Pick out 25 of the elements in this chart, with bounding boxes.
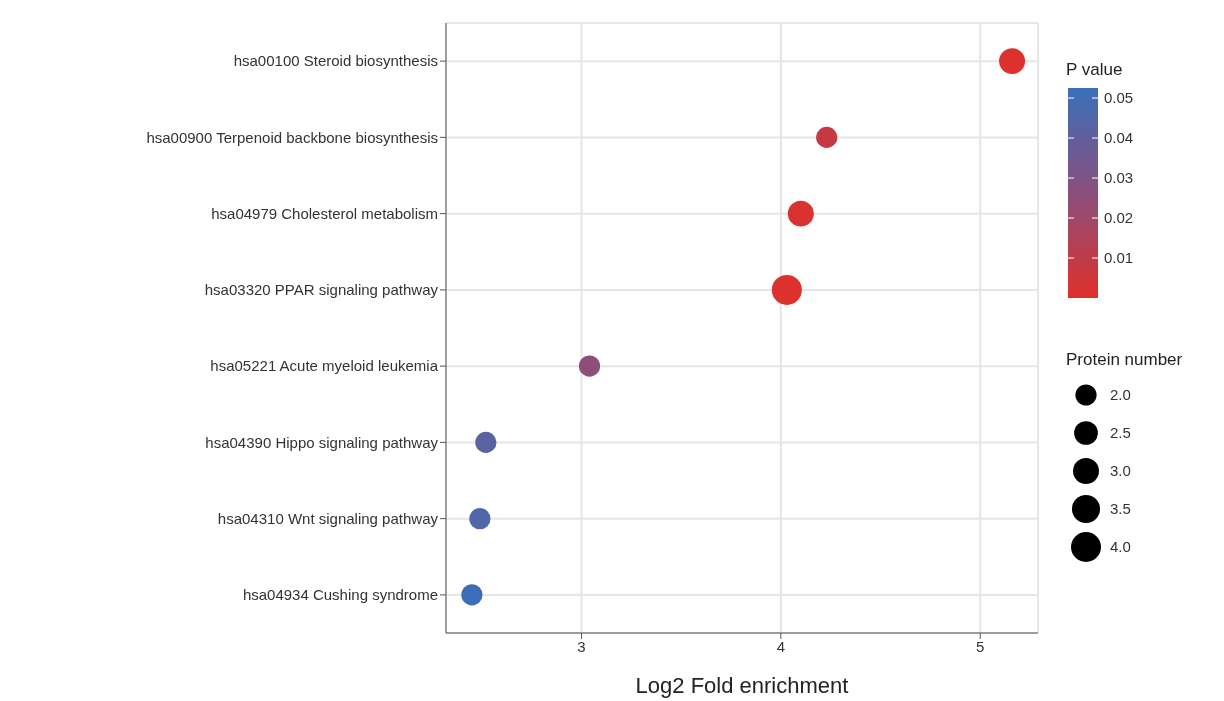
y-tick-label: hsa04310 Wnt signaling pathway bbox=[217, 509, 439, 527]
legend-label: 2.0 bbox=[1110, 386, 1131, 403]
color-bar-title: P value bbox=[1066, 60, 1124, 80]
colour-scale: 0.01 0.02 0.03 0.04 0.05 bbox=[1066, 88, 1186, 308]
color-bar-label: 0.05 bbox=[1104, 89, 1134, 106]
color-bar-label: 0.01 bbox=[1104, 249, 1134, 266]
legend-label: 2.5 bbox=[1110, 424, 1131, 441]
x-tick-label: 4 bbox=[776, 637, 786, 655]
color-bar-label: 0.03 bbox=[1104, 169, 1134, 186]
y-tick-label: hsa04934 Cushing syndrome bbox=[242, 586, 438, 604]
x-tick-label: 5 bbox=[976, 637, 985, 655]
y-tick-label: hsa00900 Terpenoid backbone biosynthesis bbox=[146, 128, 438, 146]
color-bar-label: 0.02 bbox=[1104, 209, 1134, 226]
legend-label: 3.5 bbox=[1110, 500, 1131, 517]
y-tick-label: hsa03320 PPAR signaling pathway bbox=[204, 281, 439, 299]
y-tick-label: hsa05221 Acute myeloid leukemia bbox=[210, 357, 439, 375]
y-tick-label: hsa04390 Hippo signaling pathway bbox=[205, 433, 439, 451]
y-tick-label: hsa04979 Cholesterol metabolism bbox=[211, 204, 438, 222]
x-tick-label: 3 bbox=[577, 637, 586, 655]
x-axis-title: Log2 Fold enrichment bbox=[635, 673, 849, 698]
y-tick-label: hsa00100 Steroid biosynthesis bbox=[233, 52, 438, 70]
legend-label: 4.0 bbox=[1110, 538, 1131, 555]
color-bar-label: 0.04 bbox=[1104, 129, 1134, 146]
legend-title: Protein number bbox=[1066, 350, 1184, 370]
legend-label: 3.0 bbox=[1110, 462, 1131, 479]
